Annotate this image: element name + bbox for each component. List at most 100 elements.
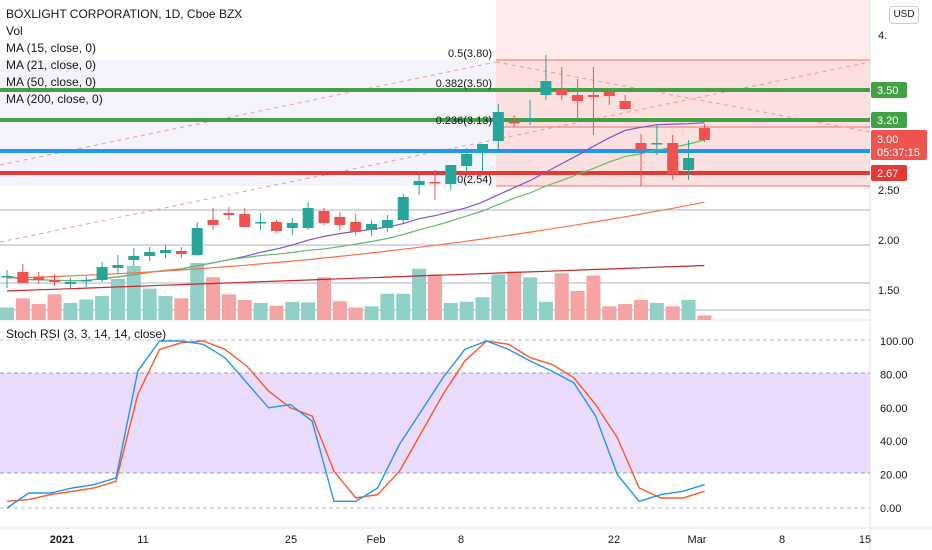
price-tag-320-text: 3.20 [877,115,898,127]
volume-bar [427,274,442,320]
volume-bar [79,299,94,320]
price-tag-350: 3.50 [871,82,907,98]
volume-bar [174,298,189,320]
price-tag-350-bg [871,82,907,98]
candle [207,220,219,225]
volume-bar [190,263,205,320]
candle [175,251,187,254]
time-tick: 8 [779,534,785,546]
fib-label: 0.382(3.50) [436,78,492,90]
volume-bar [206,277,221,320]
legend-vol[interactable]: Vol [6,24,23,38]
volume-bar [142,288,157,320]
volume-bar [0,307,14,320]
time-tick: 22 [608,534,620,546]
candle [17,272,29,283]
time-tick: Mar [688,534,707,546]
volume-bar [443,302,458,320]
candle [508,122,520,124]
candle [191,228,203,255]
candle [429,182,441,184]
volume-bar [412,268,427,320]
candle [223,213,235,215]
volume-bar [681,300,696,320]
ma21-line [6,139,705,282]
price-tick: 1.50 [878,285,899,297]
candle [270,222,282,231]
fib-label: 0.236(3.13) [436,115,492,127]
symbol-title[interactable]: BOXLIGHT CORPORATION, 1D, Cboe BZX [6,7,243,21]
ma200-line [6,264,705,292]
candle [492,112,504,141]
volume-bar [317,277,331,320]
candle [239,214,251,227]
countdown-text: 05:37:15 [877,147,920,159]
rsi-tick: 80.00 [880,369,908,381]
last-price-text: 3.00 [877,134,898,146]
volume-bar [475,297,490,320]
legend-ma200[interactable]: MA (200, close, 0) [6,92,103,106]
candle [96,267,108,280]
volume-bar [364,306,379,320]
candle [683,158,695,170]
volume-bar [649,302,664,320]
volume-bar [586,275,601,320]
legend-ma50[interactable]: MA (50, close, 0) [6,75,97,89]
candle [334,217,346,225]
volume-bar [570,290,585,320]
candle [556,90,568,95]
candle [80,280,92,282]
stoch-rsi-legend[interactable]: Stoch RSI (3, 3, 14, 14, close) [6,327,167,341]
time-tick: Feb [367,534,386,546]
volume-bar [348,307,363,320]
volume-bar [63,302,78,320]
candle [445,165,457,184]
fib-label: 0(2.54) [457,174,492,186]
fib-label: 0.5(3.80) [448,48,492,60]
price-tag-320-bg [871,112,907,128]
currency-label[interactable]: USD [889,6,919,24]
stoch-rsi-d-line [6,340,705,502]
candle [49,280,61,282]
candle [698,128,710,140]
price-tag-267-text: 2.67 [877,168,898,180]
volume-bar [634,300,648,320]
volume-bar [380,293,395,320]
candle [587,95,599,97]
chart-legend: BOXLIGHT CORPORATION, 1D, Cboe BZX Vol M… [6,6,242,108]
rsi-tick: 40.00 [880,436,908,448]
time-tick: 15 [859,534,871,546]
candle [572,95,584,101]
volume-bar [237,300,252,320]
rsi-tick: 0.00 [880,503,901,515]
volume-bar [47,294,62,320]
price-tick: 4. [878,30,887,42]
volume-bar [697,315,712,320]
volume-bar [491,274,506,320]
volume-bar [554,273,569,320]
candle [413,181,425,185]
time-tick: 8 [458,534,464,546]
volume-bar [523,277,538,320]
candle [160,250,171,253]
range-box [0,60,496,186]
legend-ma21[interactable]: MA (21, close, 0) [6,58,97,72]
volume-bar [253,302,268,320]
candle [64,282,76,284]
volume-bar [618,304,633,320]
candle [350,222,362,232]
legend-ma15[interactable]: MA (15, close, 0) [6,41,97,55]
price-tag-267-bg [871,165,907,181]
price-tag-267: 2.67 [871,165,907,181]
price-tag-350-text: 3.50 [877,85,898,97]
volume-bar [396,293,411,320]
candle [255,222,267,224]
time-tick: 25 [285,534,297,546]
volume-bar [110,278,125,320]
volume-bar [538,301,553,320]
volume-bar [301,302,316,320]
candle [651,143,663,145]
price-tag-320: 3.20 [871,112,907,128]
candle [33,277,45,280]
